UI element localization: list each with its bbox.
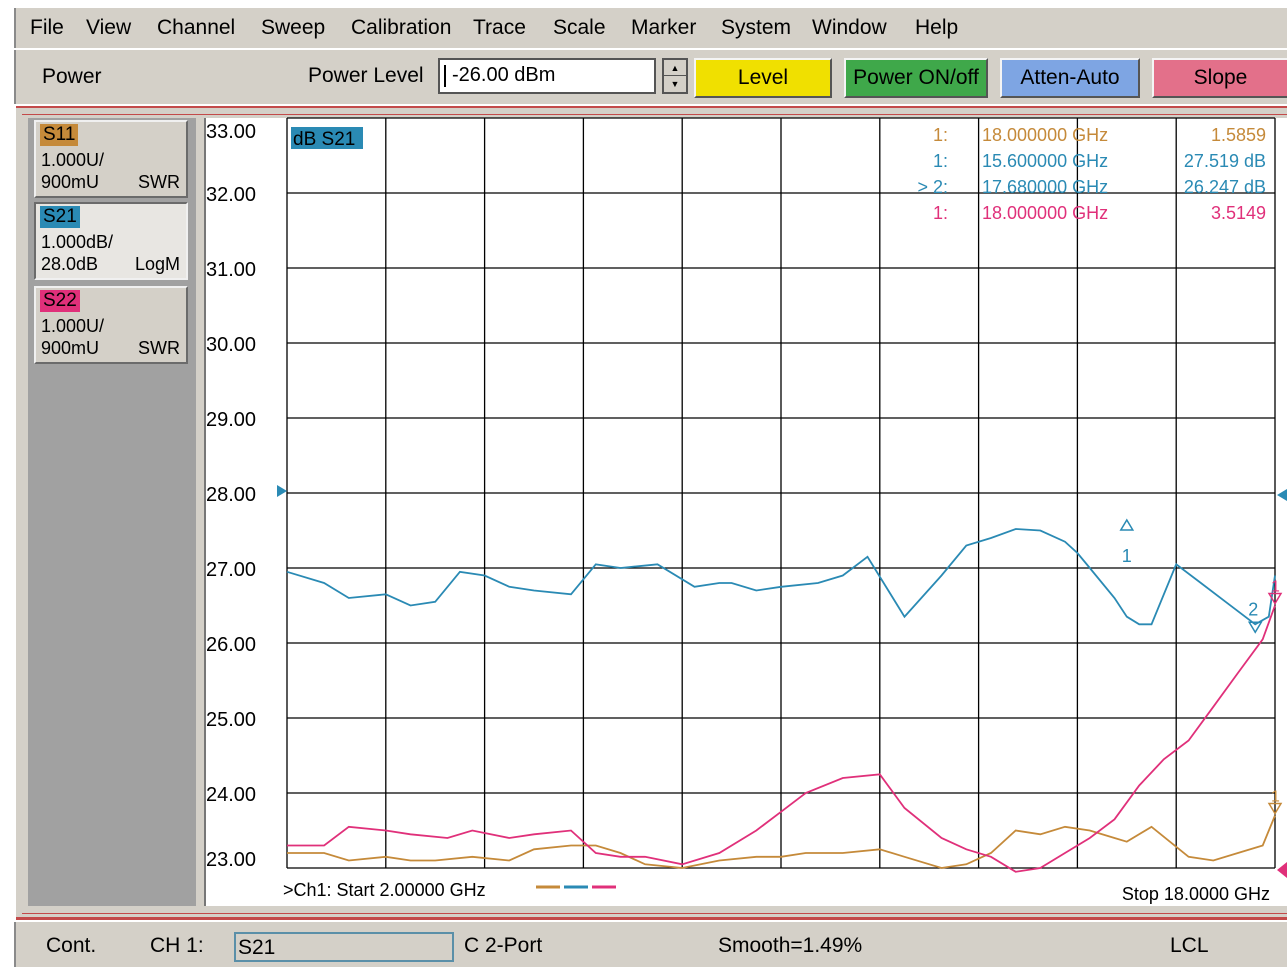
status-calibration[interactable]: C 2-Port — [464, 934, 543, 957]
trace-line-s22 — [287, 605, 1276, 873]
menu-file[interactable]: File — [30, 16, 64, 39]
y-tick-label: 24.00 — [206, 784, 256, 806]
status-active-trace-field[interactable]: S21 — [234, 932, 454, 962]
marker-readout-freq: 17.680000 GHz — [982, 177, 1108, 197]
marker-readout-value: 26.247 dB — [1184, 177, 1266, 197]
y-tick-label: 25.00 — [206, 709, 256, 731]
power-toolbar: Power Power Level -26.00 dBm ▲ ▼ Level P… — [14, 50, 1287, 104]
menu-bar: File View Channel Sweep Calibration Trac… — [14, 8, 1287, 48]
marker-readout-freq: 18.000000 GHz — [982, 203, 1108, 223]
spin-down-icon[interactable]: ▼ — [670, 79, 680, 89]
menu-calibration[interactable]: Calibration — [351, 16, 452, 39]
trace-scale: 1.000U/ — [41, 150, 105, 170]
y-tick-label: 23.00 — [206, 849, 256, 871]
marker-readout-id: 1: — [933, 151, 948, 171]
trace-scale: 1.000dB/ — [41, 232, 114, 252]
y-tick-label: 29.00 — [206, 409, 256, 431]
menu-marker[interactable]: Marker — [631, 16, 697, 39]
plot-area[interactable] — [204, 118, 1287, 906]
frame-divider — [22, 114, 1287, 115]
marker-triangle-icon — [1267, 592, 1283, 605]
status-control[interactable]: LCL — [1170, 934, 1209, 957]
frame-divider — [22, 913, 1287, 914]
stop-frequency-label: Stop 18.0000 GHz — [1122, 884, 1270, 904]
marker-triangle-icon — [1119, 518, 1135, 531]
slope-button[interactable]: Slope — [1152, 58, 1287, 98]
trace-ref: 28.0dB — [41, 254, 99, 274]
active-trace-tag — [291, 127, 363, 149]
marker-label: 1 — [1122, 546, 1132, 566]
trace-ref: 900mU — [41, 338, 100, 358]
menu-scale[interactable]: Scale — [553, 16, 606, 39]
y-tick-label: 32.00 — [206, 184, 256, 206]
power-on-off-button[interactable]: Power ON/off — [844, 58, 988, 98]
status-active-trace: S21 — [238, 936, 276, 959]
marker-readout-id: 1: — [933, 125, 948, 145]
trace-box-s11[interactable]: S11 1.000U/ 900mU SWR — [34, 120, 188, 198]
trace-line-s21 — [286, 528, 1276, 626]
toolbar-group-label: Power — [42, 65, 102, 88]
power-level-input[interactable]: -26.00 dBm — [438, 58, 656, 94]
status-channel[interactable]: CH 1: — [150, 934, 204, 957]
menu-system[interactable]: System — [721, 16, 792, 39]
status-bar: Cont. CH 1: S21 C 2-Port Smooth=1.49% LC… — [14, 922, 1287, 967]
marker-readout-freq: 15.600000 GHz — [982, 151, 1108, 171]
y-tick-label: 31.00 — [206, 259, 256, 281]
status-smoothing[interactable]: Smooth=1.49% — [718, 934, 863, 957]
marker-readout-id: 1: — [933, 203, 948, 223]
marker-label: 1 — [1271, 789, 1280, 806]
spin-up-icon[interactable]: ▲ — [664, 60, 686, 76]
trace-line-s11 — [287, 815, 1276, 869]
marker-triangle-icon — [1247, 621, 1263, 634]
level-button[interactable]: Level — [694, 58, 832, 98]
marker-triangle-icon — [1267, 802, 1283, 815]
marker-label: 2 — [1248, 599, 1258, 619]
marker-label: 1 — [1271, 579, 1280, 596]
marker-readout-freq: 18.000000 GHz — [982, 125, 1108, 145]
marker-readout-value: 3.5149 — [1211, 203, 1266, 223]
start-frequency-label: >Ch1: Start 2.00000 GHz — [283, 880, 486, 900]
power-level-spinner[interactable]: ▲ ▼ — [662, 58, 688, 94]
reference-level-icon — [1277, 862, 1287, 878]
trace-scale: 1.000U/ — [41, 316, 105, 336]
trace-ref: 900mU — [41, 172, 100, 192]
status-sweep-mode[interactable]: Cont. — [46, 934, 97, 957]
menu-sweep[interactable]: Sweep — [261, 16, 326, 39]
marker-readout-id: > 2: — [917, 177, 948, 197]
active-trace-label: dB S21 — [293, 129, 355, 150]
reference-level-icon — [277, 485, 287, 497]
atten-auto-button[interactable]: Atten-Auto — [1000, 58, 1140, 98]
marker-readout-value: 1.5859 — [1211, 125, 1266, 145]
y-tick-label: 26.00 — [206, 634, 256, 656]
trace-box-s22[interactable]: S22 1.000U/ 900mU SWR — [34, 286, 188, 364]
menu-channel[interactable]: Channel — [157, 16, 236, 39]
menu-help[interactable]: Help — [915, 16, 959, 39]
y-tick-label: 27.00 — [206, 559, 256, 581]
trace-name: S22 — [40, 290, 80, 312]
menu-trace[interactable]: Trace — [473, 16, 526, 39]
trace-format: LogM — [134, 254, 180, 274]
power-level-label: Power Level — [308, 64, 424, 87]
trace-format: SWR — [138, 172, 180, 192]
trace-name: S21 — [40, 206, 80, 228]
y-tick-label: 30.00 — [206, 334, 256, 356]
y-tick-label: 33.00 — [206, 121, 256, 143]
y-tick-label: 28.00 — [206, 484, 256, 506]
trace-box-s21[interactable]: S21 1.000dB/ 28.0dB LogM — [34, 202, 188, 280]
menu-window[interactable]: Window — [812, 16, 887, 39]
reference-level-icon — [1277, 489, 1287, 501]
menu-view[interactable]: View — [86, 16, 132, 39]
trace-format: SWR — [138, 338, 180, 358]
marker-readout-value: 27.519 dB — [1184, 151, 1266, 171]
trace-name: S11 — [40, 124, 79, 146]
